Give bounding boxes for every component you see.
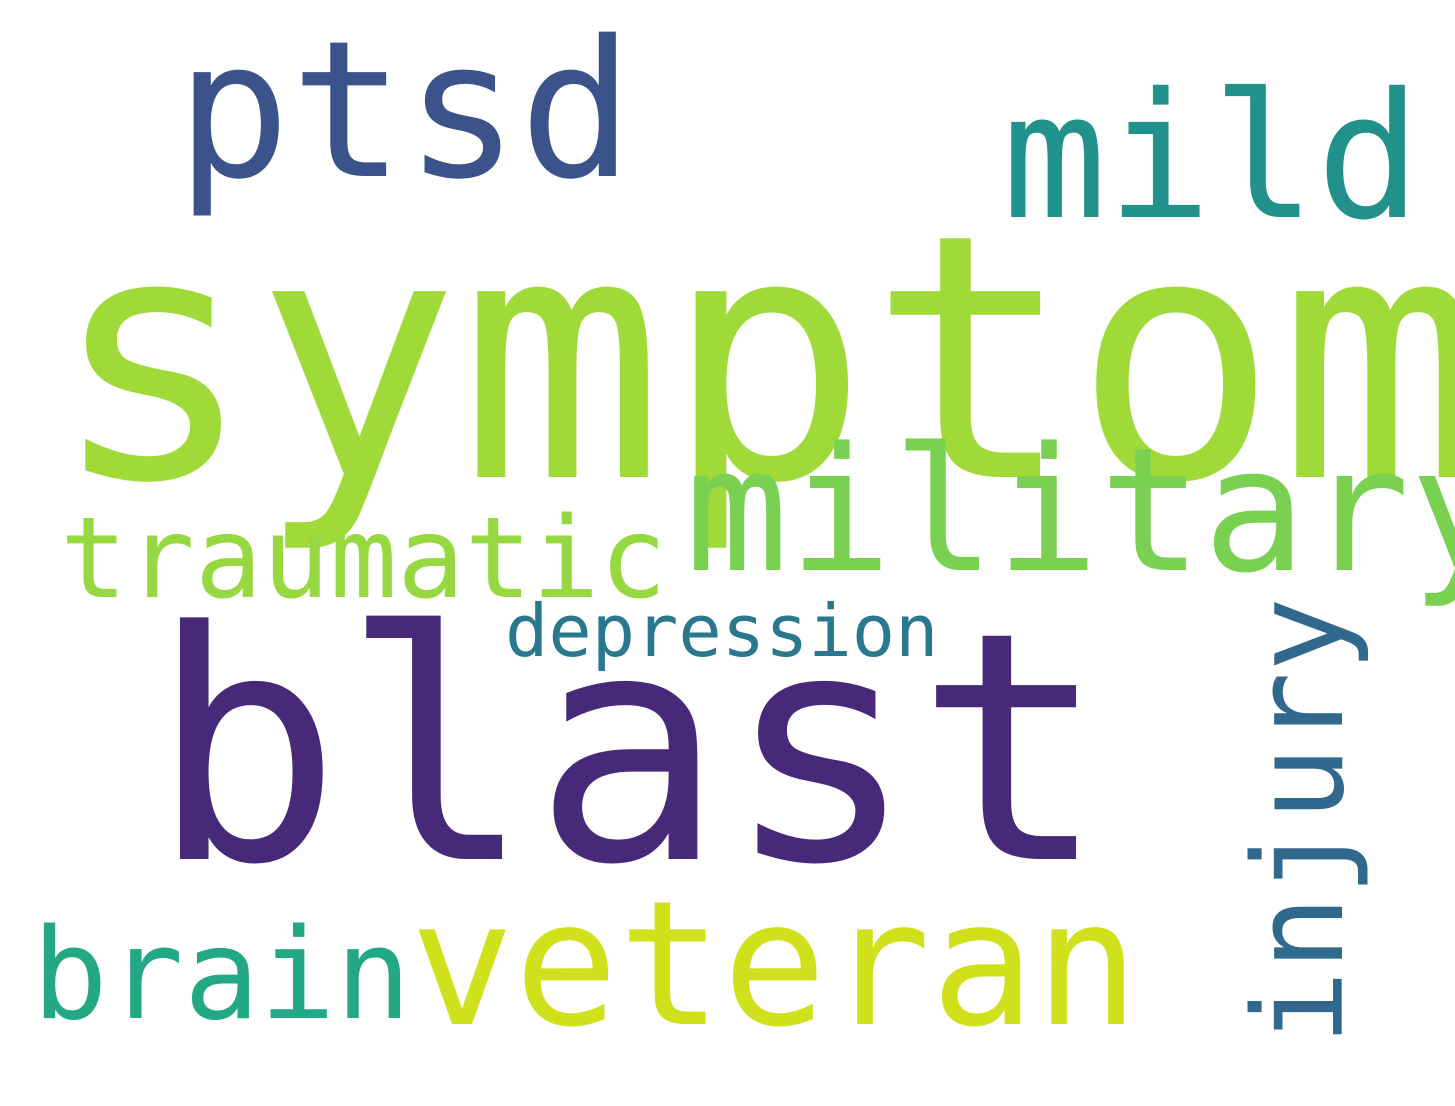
- word-depression: depression: [505, 589, 939, 673]
- word-ptsd: ptsd: [176, 0, 634, 221]
- word-blast: blast: [150, 564, 1108, 934]
- word-brain: brain: [32, 901, 412, 1048]
- word-symptom: symptom: [50, 162, 1455, 558]
- word-mild: mild: [1002, 56, 1422, 259]
- word-military: military: [685, 410, 1455, 611]
- word-traumatic: traumatic: [60, 494, 667, 624]
- word-veteran: veteran: [410, 863, 1140, 1065]
- word-injury: injury: [1228, 597, 1372, 1045]
